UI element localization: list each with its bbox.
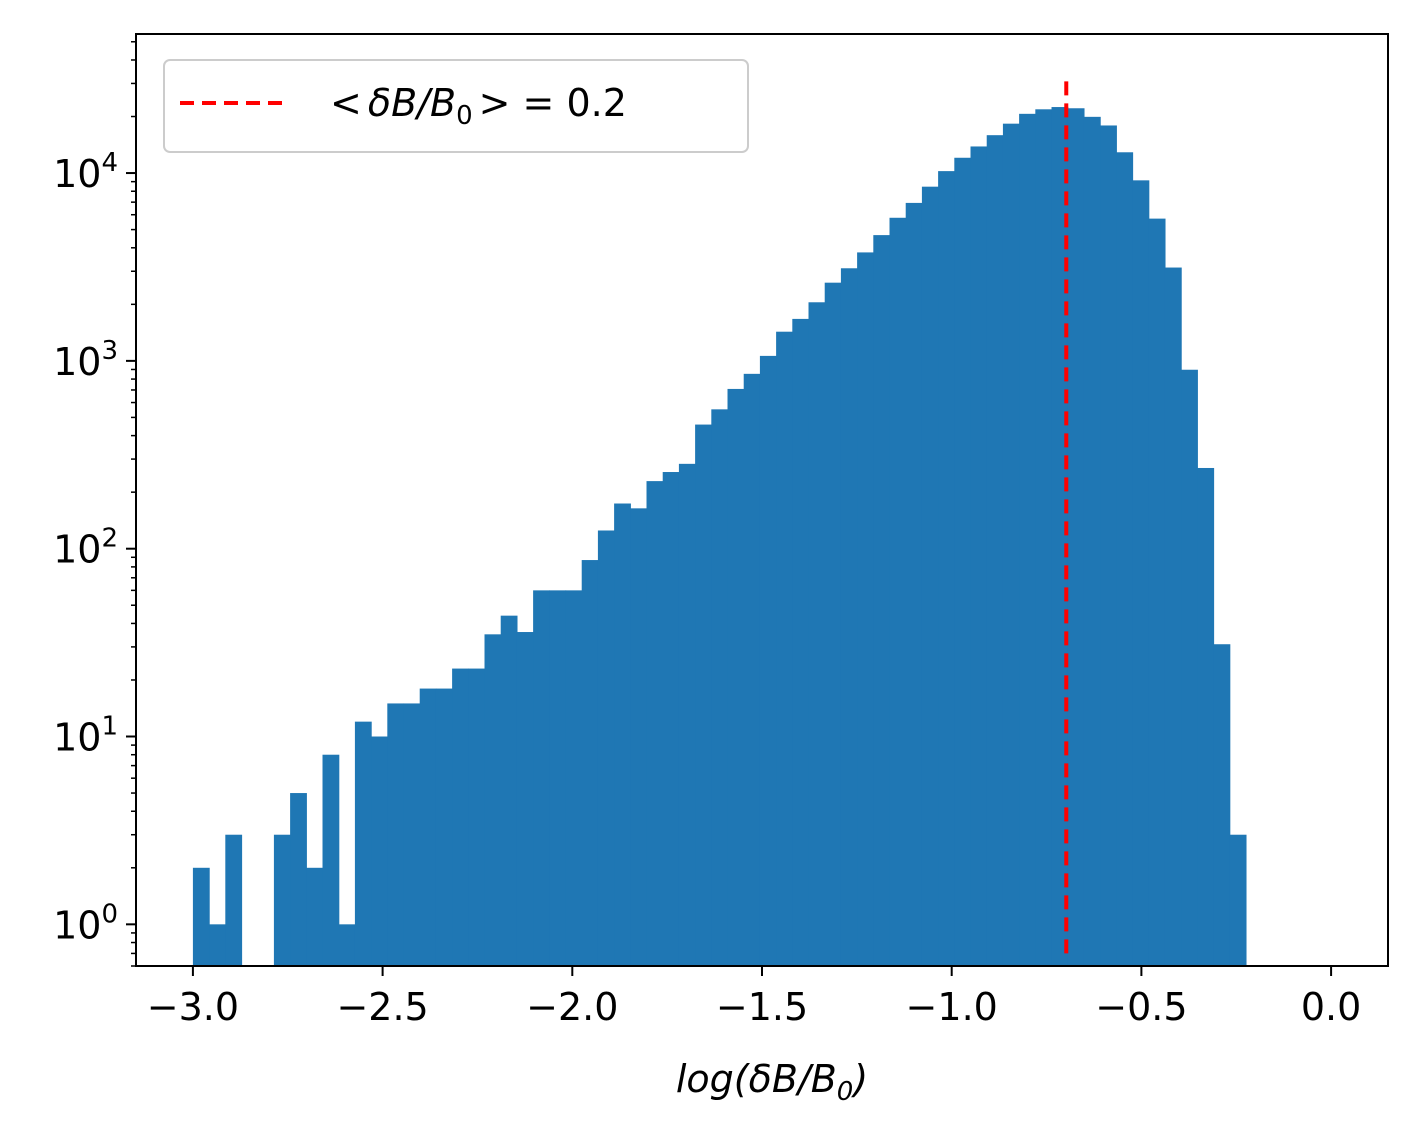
x-axis-ticks: −3.0 −2.5 −2.0 −1.5 −1.0 −0.5 0.0: [147, 966, 1361, 1029]
histogram-bar: [225, 834, 243, 966]
histogram-bar: [759, 355, 777, 966]
histogram-bar: [921, 186, 939, 966]
histogram-bar: [614, 503, 631, 966]
histogram-bar: [533, 590, 550, 966]
x-axis-label-delta: δ: [749, 1057, 772, 1101]
histogram-bar: [678, 463, 696, 966]
histogram-bar: [695, 424, 712, 966]
histogram-bar: [1002, 123, 1020, 967]
histogram-bar: [743, 373, 761, 967]
histogram-bar: [857, 252, 874, 966]
histogram-bar: [452, 668, 469, 966]
histogram-bar: [792, 318, 810, 966]
histogram-bar: [1035, 109, 1053, 967]
histogram-bar: [419, 688, 437, 966]
x-tick-label: −2.5: [336, 985, 428, 1029]
histogram-bar: [371, 736, 388, 966]
histogram-bar: [565, 590, 583, 966]
x-axis-label-suffix: ): [850, 1057, 868, 1101]
histogram-bar: [387, 703, 405, 966]
histogram-bar: [1083, 116, 1101, 967]
y-tick-label: 100: [53, 899, 118, 947]
histogram-bar: [581, 560, 599, 966]
legend-label-delta: δ: [368, 81, 391, 125]
legend-label-slash: /: [414, 81, 434, 125]
histogram-bar: [597, 530, 615, 966]
histogram-bar: [290, 793, 307, 966]
x-tick-label: −3.0: [147, 985, 239, 1029]
histogram-bar: [905, 202, 923, 966]
histogram-bar: [840, 268, 858, 966]
x-tick-label: −1.5: [716, 985, 808, 1029]
histogram-bar: [1116, 152, 1134, 966]
histogram-bar: [322, 754, 340, 966]
histogram-bar: [954, 157, 972, 966]
histogram-bar: [1164, 267, 1182, 966]
y-tick-label: 103: [53, 336, 118, 384]
histogram-bar: [549, 590, 567, 966]
histogram-bar: [646, 481, 664, 966]
histogram-bar: [1132, 180, 1150, 967]
histogram-bar: [273, 834, 291, 966]
y-tick-label: 101: [53, 712, 118, 760]
legend-box: [163, 59, 749, 153]
y-tick-label: 104: [53, 148, 118, 196]
histogram-bar: [776, 331, 793, 966]
legend-label-subscript: 0: [456, 101, 473, 131]
x-tick-label: −1.0: [906, 985, 998, 1029]
bars-layer: [192, 107, 1247, 967]
histogram-bar: [1067, 108, 1085, 966]
histogram-bar: [873, 235, 891, 967]
x-axis-label: log(δB/B0): [676, 1057, 868, 1107]
histogram-bar: [1148, 218, 1166, 966]
legend-label-lt: <: [330, 81, 362, 125]
x-tick-label: −2.0: [526, 985, 618, 1029]
histogram-bar: [662, 472, 680, 966]
histogram-bar: [1181, 369, 1198, 966]
histogram-bar: [1019, 113, 1036, 966]
histogram-bar: [1197, 467, 1215, 966]
histogram-bar: [354, 721, 372, 966]
legend-label-b0: B: [430, 81, 456, 125]
histogram-bar: [630, 508, 648, 966]
legend-label-b: B: [391, 81, 417, 125]
histogram-bar: [209, 924, 226, 966]
x-axis-label-b: B: [772, 1057, 798, 1101]
histogram-bar: [1100, 125, 1117, 967]
histogram-bar: [403, 703, 421, 966]
legend-label: < δB/B0 > = 0.2: [330, 81, 627, 131]
histogram-bar: [938, 171, 955, 966]
histogram-bar: [338, 924, 356, 966]
histogram-bar: [516, 632, 534, 966]
histogram-bar: [1051, 107, 1069, 967]
histogram-bar: [500, 615, 518, 966]
histogram-bar: [808, 302, 826, 966]
histogram-bar: [468, 668, 486, 966]
histogram-bar: [711, 409, 729, 967]
histogram-bar: [727, 388, 745, 966]
y-tick-label: 102: [53, 524, 118, 572]
x-tick-label: 0.0: [1301, 985, 1361, 1029]
x-axis-label-b0: B: [811, 1057, 837, 1101]
histogram-bar: [889, 217, 907, 966]
histogram-bar: [435, 688, 453, 966]
histogram-bar: [986, 135, 1004, 966]
legend: < δB/B0 > = 0.2: [163, 59, 749, 153]
x-axis-label-prefix: log(: [676, 1057, 751, 1101]
x-tick-label: −0.5: [1095, 985, 1187, 1029]
histogram-bar: [484, 634, 502, 966]
histogram-bar: [1229, 834, 1247, 966]
histogram-bar: [192, 867, 210, 966]
histogram-bar: [1213, 644, 1231, 966]
histogram-bar: [970, 146, 988, 966]
x-axis-label-slash: /: [795, 1057, 815, 1101]
legend-label-value: = 0.2: [510, 81, 626, 125]
histogram-bar: [824, 282, 842, 966]
legend-label-gt: >: [479, 81, 511, 125]
x-axis-label-subscript: 0: [837, 1077, 854, 1107]
y-axis-ticks: 100 101 102 103 104: [53, 41, 136, 967]
histogram-bar: [306, 867, 324, 966]
